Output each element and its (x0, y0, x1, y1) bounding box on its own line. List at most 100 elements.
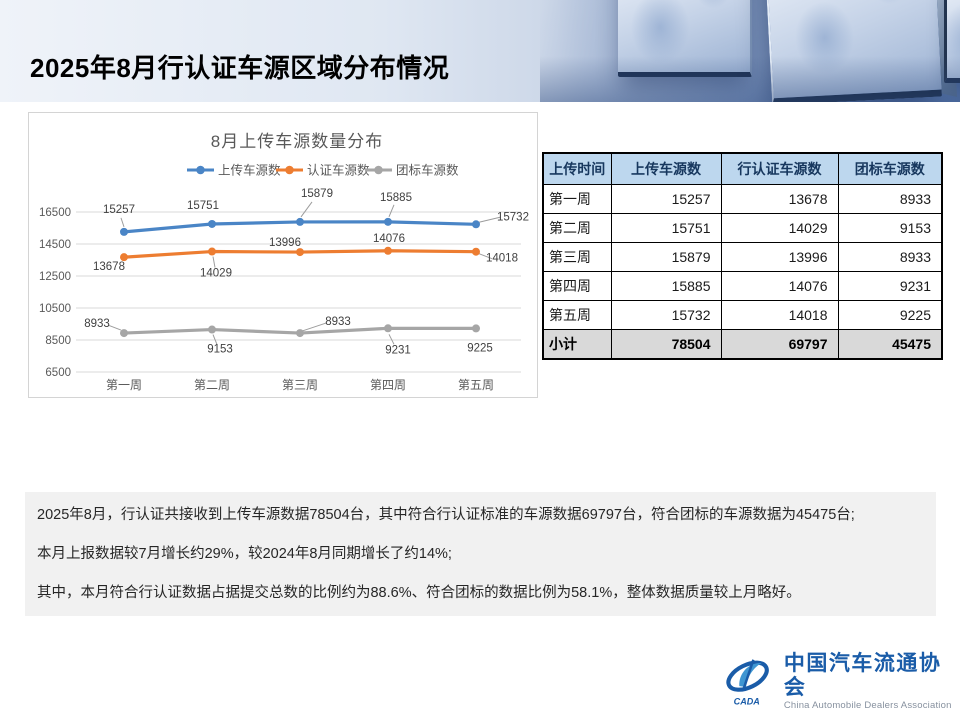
row-label-cell: 第二周 (542, 213, 612, 243)
y-tick-label: 14500 (39, 239, 71, 251)
table-row: 第五周 15732 14018 9225 (542, 300, 943, 330)
value-cell: 14029 (720, 213, 839, 243)
label-leader-line (388, 334, 395, 345)
decorative-cube (618, 0, 752, 77)
data-label: 15751 (187, 200, 219, 212)
label-leader-line (120, 217, 125, 228)
summary-line-1: 2025年8月，行认证共接收到上传车源数据78504台，其中符合行认证标准的车源… (37, 507, 855, 523)
header-cubes-image (540, 0, 960, 102)
data-label: 14076 (373, 233, 405, 245)
data-point (472, 220, 480, 229)
chart-panel: 8月上传车源数量分布上传车源数 认证车源数 团标车源数 16500 14500 12500… (28, 112, 538, 398)
table-col-header: 上传时间 (542, 152, 612, 185)
legend-marker-dot (285, 165, 294, 175)
x-tick-label: 第二周 (194, 378, 230, 392)
label-leader-line (212, 334, 218, 345)
row-label-cell: 小计 (542, 329, 612, 360)
legend-label: 团标车源数 (396, 163, 459, 178)
data-label: 14018 (486, 253, 518, 265)
table-row: 第二周 15751 14029 9153 (542, 213, 943, 243)
label-leader-line (388, 204, 395, 218)
value-cell: 13678 (720, 184, 839, 214)
org-name-chinese: 中国汽车流通协会 (783, 652, 942, 699)
table-row: 第一周 15257 13678 8933 (542, 184, 943, 214)
summary-line-2: 本月上报数据较7月增长约29%，较2024年8月同期增长了约14%; (37, 546, 452, 562)
table-row: 第四周 15885 14076 9231 (542, 271, 943, 301)
y-tick-label: 8500 (45, 335, 71, 347)
legend-marker-dot (196, 165, 205, 175)
data-point (208, 219, 216, 228)
svg-text:CADA: CADA (734, 696, 760, 706)
data-point (384, 217, 392, 226)
data-point (120, 329, 128, 338)
cada-logo-icon: CADA (726, 659, 769, 706)
label-leader-line (212, 256, 216, 268)
table-header-row: 上传时间 上传车源数 行认证车源数 团标车源数 (542, 152, 943, 185)
table-col-header: 行认证车源数 (720, 152, 839, 185)
label-leader-line (478, 216, 501, 223)
weekly-data-table: 上传时间 上传车源数 行认证车源数 团标车源数 第一周 15257 13678 8933 第二… (542, 152, 943, 360)
table-total-row: 小计 78504 69797 45475 (542, 329, 943, 360)
value-cell: 69797 (720, 329, 839, 360)
data-label: 15732 (497, 211, 529, 223)
y-tick-label: 16500 (39, 207, 71, 219)
y-tick-label: 6500 (45, 367, 71, 379)
data-point (472, 324, 480, 333)
data-point (296, 217, 304, 226)
data-label: 13678 (93, 261, 125, 273)
value-cell: 14018 (720, 300, 839, 330)
data-label: 9231 (385, 344, 411, 356)
value-cell: 15879 (610, 242, 722, 272)
label-leader-line (478, 253, 493, 260)
row-label-cell: 第四周 (542, 271, 612, 301)
value-cell: 9153 (837, 213, 943, 243)
value-cell: 13996 (720, 242, 839, 272)
data-point (120, 227, 128, 236)
decorative-cube (944, 0, 960, 83)
y-tick-label: 10500 (39, 303, 71, 315)
table-col-header: 上传车源数 (610, 152, 722, 185)
x-tick-label: 第三周 (282, 378, 318, 392)
value-cell: 15257 (610, 184, 722, 214)
summary-text-box: 2025年8月，行认证共接收到上传车源数据78504台，其中符合行认证标准的车源… (25, 492, 936, 616)
y-tick-label: 12500 (39, 271, 71, 283)
label-leader-line (107, 324, 122, 331)
summary-line-3: 其中，本月符合行认证数据占据提交总数的比例约为88.6%、符合团标的数据比例为5… (37, 585, 801, 601)
value-cell: 45475 (837, 329, 943, 360)
data-point (208, 247, 216, 256)
value-cell: 15751 (610, 213, 722, 243)
slide-header: 2025年8月行认证车源区域分布情况 (0, 0, 960, 102)
legend-marker-dot (374, 165, 383, 175)
data-label: 15885 (380, 192, 412, 204)
data-point (384, 246, 392, 255)
data-label: 15879 (301, 188, 333, 200)
value-cell: 8933 (837, 242, 943, 272)
data-label: 14029 (200, 268, 232, 280)
table-row: 第三周 15879 13996 8933 (542, 242, 943, 272)
row-label-cell: 第五周 (542, 300, 612, 330)
organization-logo: CADA 中国汽车流通协会 China Automobile Dealers A… (722, 652, 960, 712)
value-cell: 9231 (837, 271, 943, 301)
label-leader-line (300, 201, 313, 218)
page-title: 2025年8月行认证车源区域分布情况 (30, 53, 450, 83)
legend-label: 认证车源数 (307, 163, 370, 178)
data-point (472, 247, 480, 256)
data-label: 8933 (325, 316, 351, 328)
data-point (296, 248, 304, 257)
data-point (384, 324, 392, 333)
decorative-cube (763, 0, 943, 102)
table-col-header: 团标车源数 (837, 152, 943, 185)
legend-label: 上传车源数 (218, 163, 281, 178)
x-tick-label: 第五周 (458, 378, 494, 392)
x-tick-label: 第一周 (106, 378, 142, 392)
value-cell: 15885 (610, 271, 722, 301)
value-cell: 14076 (720, 271, 839, 301)
org-name-english: China Automobile Dealers Association (783, 700, 952, 711)
chart-title: 8月上传车源数量分布 (211, 132, 383, 151)
data-point (120, 253, 128, 262)
data-label: 13996 (269, 237, 301, 249)
value-cell: 15732 (610, 300, 722, 330)
x-tick-label: 第四周 (370, 378, 406, 392)
row-label-cell: 第一周 (542, 184, 612, 214)
